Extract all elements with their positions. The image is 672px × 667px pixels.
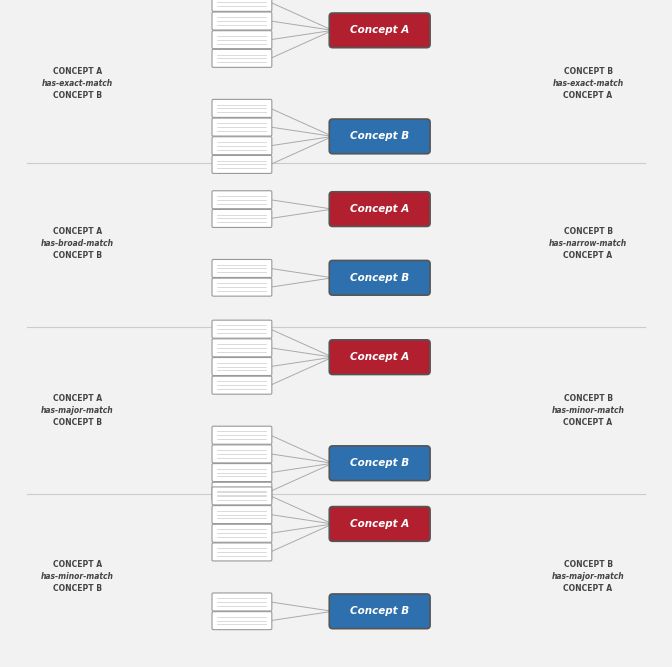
Text: CONCEPT A: CONCEPT A — [52, 394, 102, 403]
FancyBboxPatch shape — [212, 543, 271, 561]
Text: has-minor-match: has-minor-match — [41, 572, 114, 582]
Text: CONCEPT A: CONCEPT A — [52, 227, 102, 236]
Text: has-major-match: has-major-match — [41, 406, 114, 415]
FancyBboxPatch shape — [212, 118, 271, 136]
FancyBboxPatch shape — [212, 487, 271, 505]
Text: Concept B: Concept B — [350, 131, 409, 141]
Text: Concept B: Concept B — [350, 606, 409, 616]
Text: Concept B: Concept B — [350, 273, 409, 283]
FancyBboxPatch shape — [212, 49, 271, 67]
FancyBboxPatch shape — [212, 209, 271, 227]
Text: CONCEPT B: CONCEPT B — [53, 584, 101, 594]
FancyBboxPatch shape — [329, 13, 430, 48]
Text: Concept A: Concept A — [350, 519, 409, 529]
FancyBboxPatch shape — [212, 259, 271, 277]
FancyBboxPatch shape — [212, 278, 271, 296]
Text: has-major-match: has-major-match — [552, 572, 624, 582]
FancyBboxPatch shape — [329, 340, 430, 375]
FancyBboxPatch shape — [212, 12, 271, 30]
FancyBboxPatch shape — [212, 376, 271, 394]
Text: has-exact-match: has-exact-match — [552, 79, 624, 88]
Text: CONCEPT B: CONCEPT B — [53, 251, 101, 260]
FancyBboxPatch shape — [329, 507, 430, 542]
FancyBboxPatch shape — [212, 593, 271, 611]
FancyBboxPatch shape — [329, 260, 430, 295]
FancyBboxPatch shape — [212, 524, 271, 542]
Text: CONCEPT B: CONCEPT B — [564, 394, 612, 403]
FancyBboxPatch shape — [212, 31, 271, 49]
Text: has-narrow-match: has-narrow-match — [549, 239, 627, 248]
Text: has-minor-match: has-minor-match — [552, 406, 624, 415]
Text: CONCEPT A: CONCEPT A — [563, 91, 613, 100]
FancyBboxPatch shape — [329, 192, 430, 227]
Text: Concept A: Concept A — [350, 25, 409, 35]
FancyBboxPatch shape — [212, 506, 271, 524]
FancyBboxPatch shape — [212, 155, 271, 173]
FancyBboxPatch shape — [329, 119, 430, 153]
FancyBboxPatch shape — [212, 426, 271, 444]
FancyBboxPatch shape — [212, 482, 271, 500]
FancyBboxPatch shape — [212, 358, 271, 376]
FancyBboxPatch shape — [212, 320, 271, 338]
FancyBboxPatch shape — [212, 339, 271, 357]
Text: Concept B: Concept B — [350, 458, 409, 468]
Text: CONCEPT B: CONCEPT B — [53, 91, 101, 100]
Text: CONCEPT A: CONCEPT A — [563, 584, 613, 594]
FancyBboxPatch shape — [212, 99, 271, 117]
Text: has-broad-match: has-broad-match — [41, 239, 114, 248]
Text: CONCEPT A: CONCEPT A — [563, 251, 613, 260]
Text: has-exact-match: has-exact-match — [42, 79, 113, 88]
FancyBboxPatch shape — [329, 594, 430, 628]
FancyBboxPatch shape — [329, 446, 430, 480]
Text: CONCEPT A: CONCEPT A — [52, 67, 102, 76]
Text: CONCEPT B: CONCEPT B — [53, 418, 101, 427]
FancyBboxPatch shape — [212, 0, 271, 11]
Text: CONCEPT A: CONCEPT A — [52, 560, 102, 570]
FancyBboxPatch shape — [212, 464, 271, 482]
Text: CONCEPT B: CONCEPT B — [564, 227, 612, 236]
Text: CONCEPT A: CONCEPT A — [563, 418, 613, 427]
FancyBboxPatch shape — [212, 612, 271, 630]
Text: CONCEPT B: CONCEPT B — [564, 560, 612, 570]
FancyBboxPatch shape — [212, 445, 271, 463]
Text: CONCEPT B: CONCEPT B — [564, 67, 612, 76]
FancyBboxPatch shape — [212, 191, 271, 209]
Text: Concept A: Concept A — [350, 204, 409, 214]
Text: Concept A: Concept A — [350, 352, 409, 362]
FancyBboxPatch shape — [212, 137, 271, 155]
